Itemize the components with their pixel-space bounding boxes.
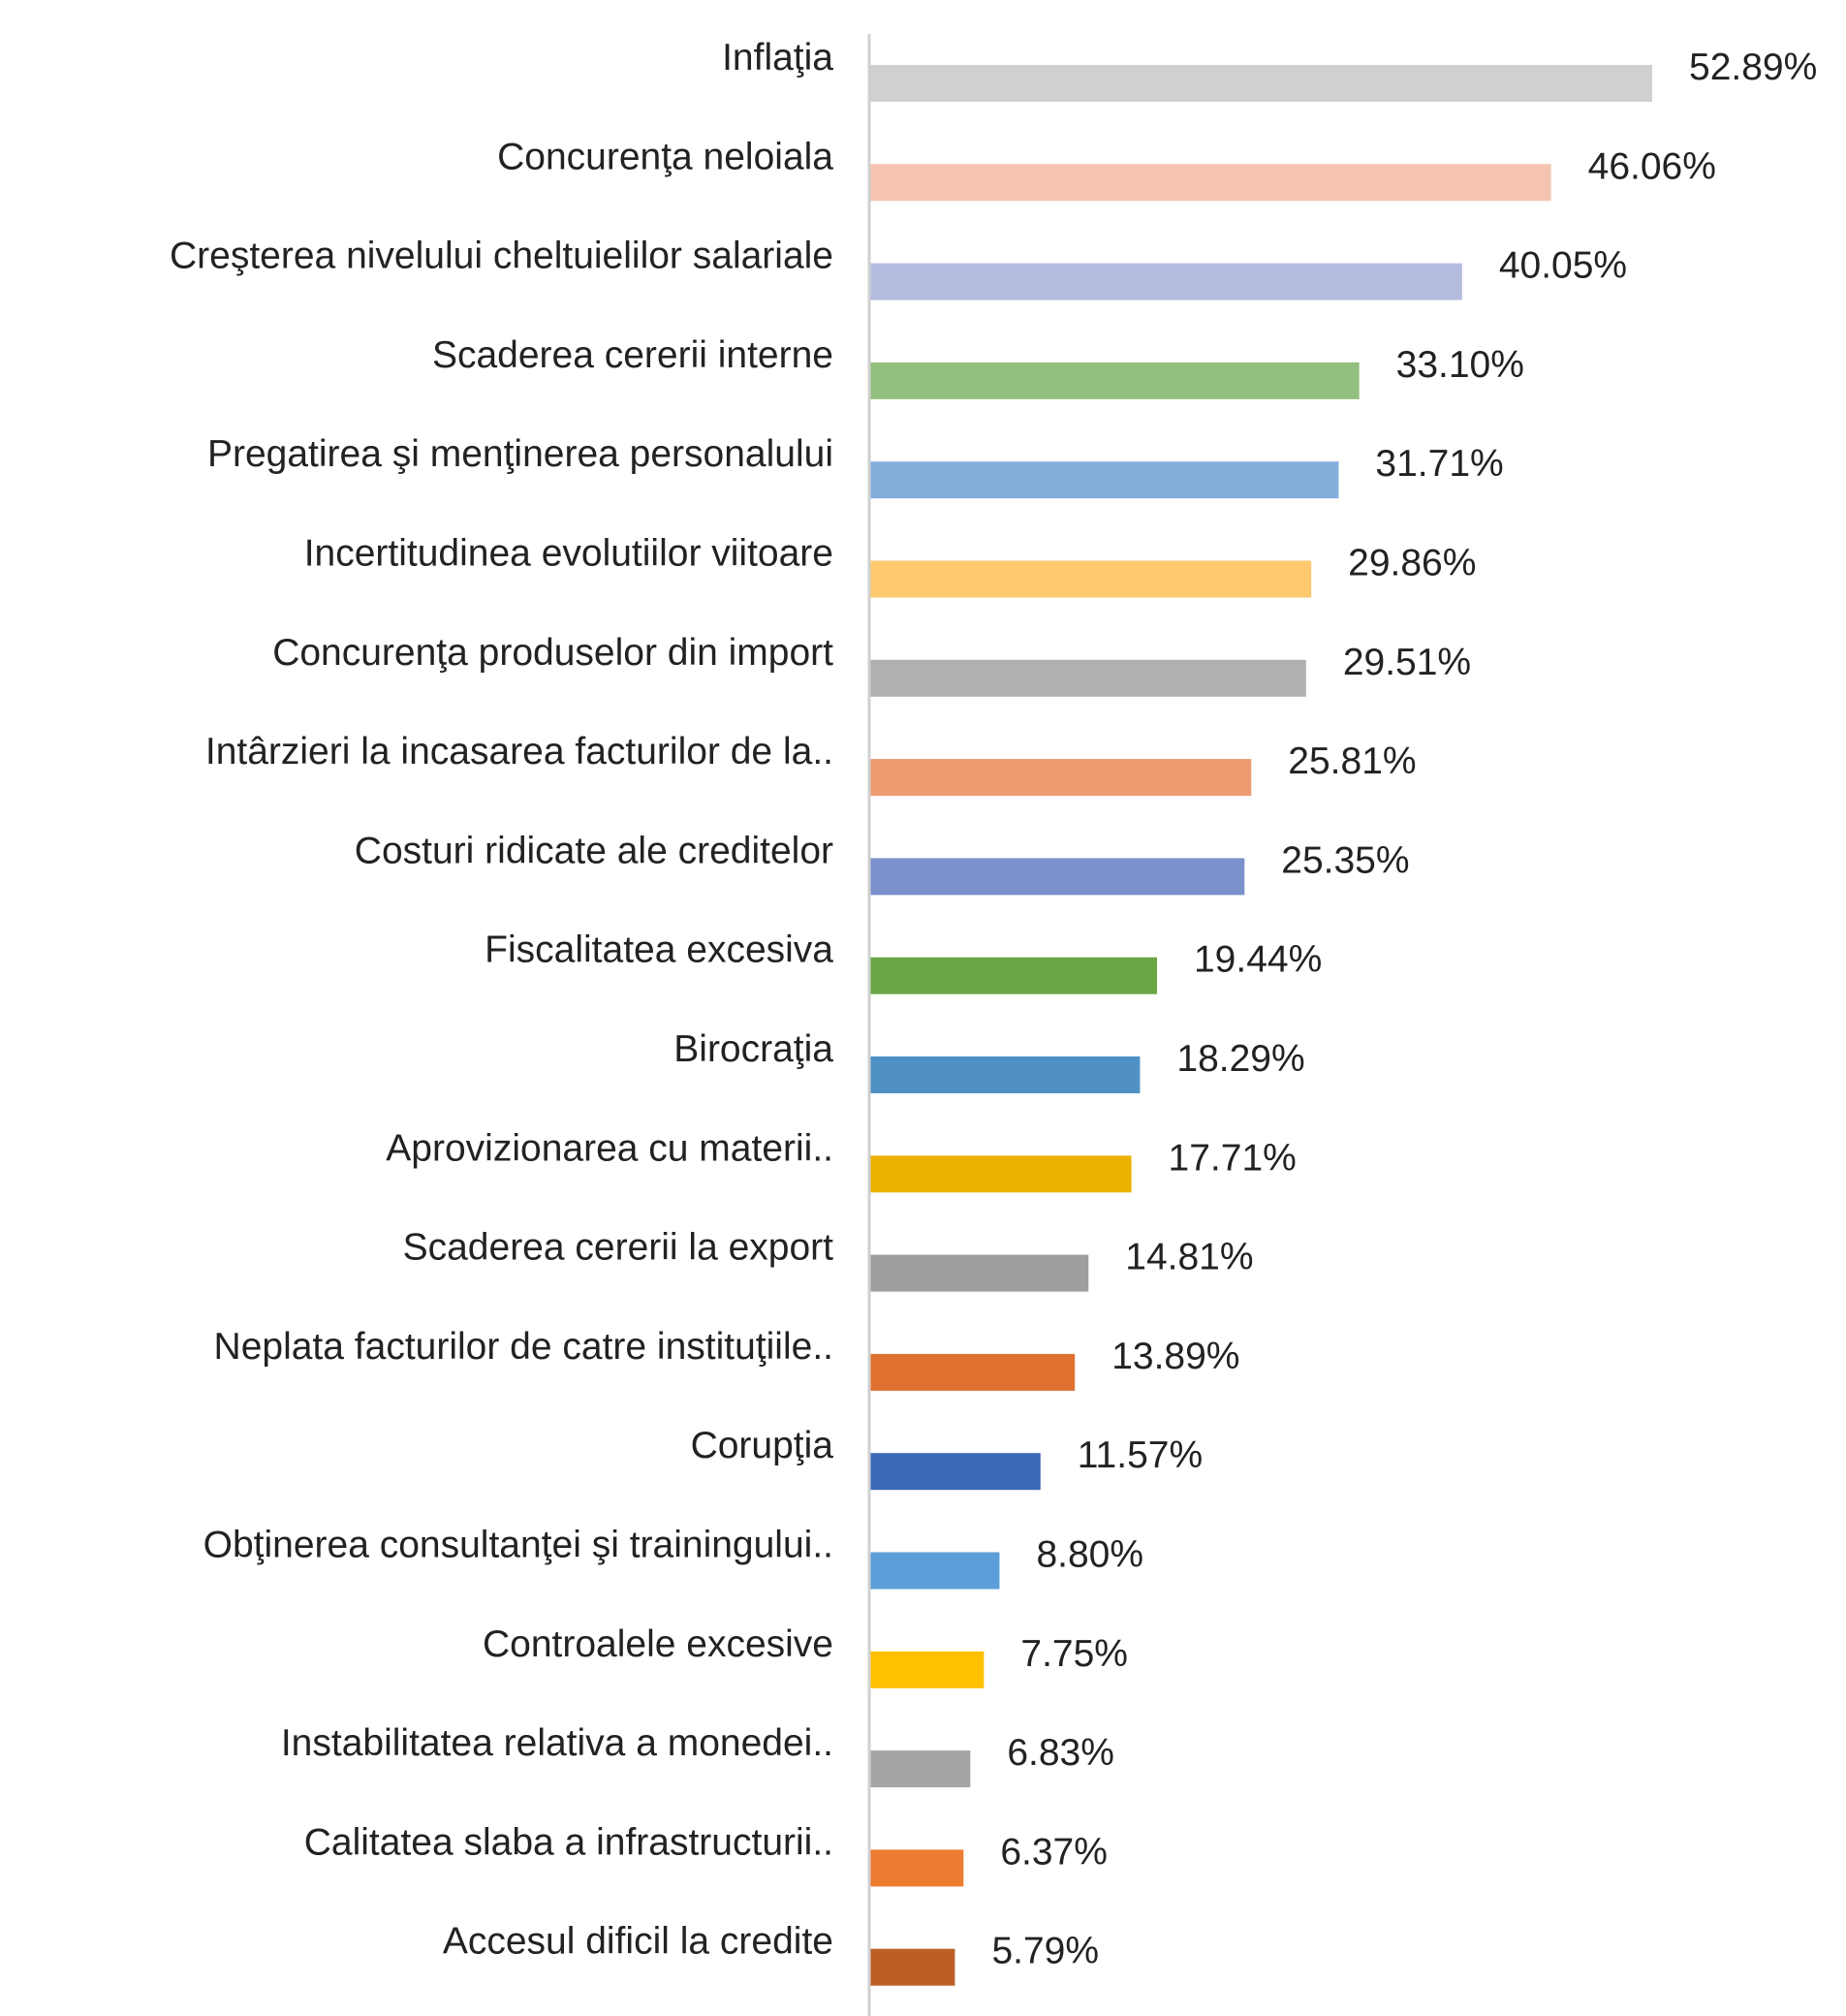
value-label: 6.83% <box>1007 1732 1114 1774</box>
value-label: 25.81% <box>1288 740 1416 782</box>
category-label: Inflaţia <box>722 37 833 79</box>
bar <box>869 1651 985 1688</box>
category-label: Fiscalitatea excesiva <box>485 929 833 971</box>
value-labels-group: 52.89% 46.06% 40.05% 33.10% 31.71% 29.86% 29.5… <box>991 47 1817 1972</box>
value-label: 46.06% <box>1588 145 1716 187</box>
bar <box>869 1948 955 1986</box>
category-label: Creşterea nivelului cheltuielilor salari… <box>170 236 833 277</box>
value-label: 33.10% <box>1396 344 1524 386</box>
category-label: Scaderea cererii interne <box>432 334 833 376</box>
value-label: 11.57% <box>1078 1434 1203 1476</box>
bar <box>869 1155 1132 1193</box>
bar <box>869 560 1312 598</box>
category-label: Obţinerea consultanţei şi trainingului.. <box>203 1525 833 1566</box>
category-label: Instabilitatea relativa a monedei.. <box>281 1722 833 1764</box>
category-label: Concurenţa produselor din import <box>272 632 833 674</box>
bar <box>869 1849 964 1887</box>
category-label: Incertitudinea evolutiilor viitoare <box>304 533 833 575</box>
bar <box>869 759 1252 797</box>
value-label: 40.05% <box>1499 245 1627 287</box>
value-label: 13.89% <box>1111 1336 1239 1377</box>
category-label: Controalele excesive <box>483 1623 833 1665</box>
value-label: 6.37% <box>1000 1831 1108 1873</box>
value-label: 7.75% <box>1020 1633 1128 1675</box>
bar <box>869 659 1306 697</box>
category-label: Corupţia <box>691 1425 834 1466</box>
bar <box>869 1254 1089 1292</box>
value-label: 14.81% <box>1125 1237 1253 1278</box>
bar <box>869 263 1462 300</box>
category-label: Neplata facturilor de catre instituţiile… <box>214 1326 833 1368</box>
value-label: 5.79% <box>991 1931 1099 1972</box>
bar <box>869 461 1339 499</box>
value-label: 29.86% <box>1348 543 1476 584</box>
bar <box>869 1353 1076 1391</box>
category-label: Intârzieri la incasarea facturilor de la… <box>205 731 833 772</box>
category-label: Calitatea slaba a infrastructurii.. <box>304 1821 833 1863</box>
category-label: Birocraţia <box>673 1028 833 1070</box>
bar <box>869 362 1360 399</box>
bar <box>869 164 1551 202</box>
category-label: Accesul dificil la credite <box>443 1921 833 1963</box>
value-label: 19.44% <box>1194 939 1322 981</box>
bar <box>869 858 1245 896</box>
value-label: 17.71% <box>1169 1137 1297 1179</box>
value-label: 31.71% <box>1375 443 1503 485</box>
category-label: Aprovizionarea cu materii.. <box>386 1127 833 1169</box>
bar <box>869 1750 971 1788</box>
bars-group <box>869 65 1652 1986</box>
bar <box>869 1056 1141 1093</box>
category-label: Costuri ridicate ale creditelor <box>355 830 833 871</box>
value-label: 8.80% <box>1036 1534 1143 1576</box>
bar <box>869 957 1157 994</box>
category-labels-group: Inflaţia Concurenţa neloiala Creşterea niv… <box>170 37 833 1963</box>
bar <box>869 1552 1000 1590</box>
bar <box>869 1453 1041 1491</box>
value-label: 52.89% <box>1689 47 1817 88</box>
category-label: Concurenţa neloiala <box>497 136 833 177</box>
category-label: Pregatirea şi menţinerea personalului <box>207 433 833 475</box>
value-label: 25.35% <box>1281 839 1409 881</box>
value-label: 29.51% <box>1343 642 1471 683</box>
category-label: Scaderea cererii la export <box>403 1227 834 1269</box>
bar <box>869 65 1652 102</box>
value-label: 18.29% <box>1176 1038 1304 1080</box>
